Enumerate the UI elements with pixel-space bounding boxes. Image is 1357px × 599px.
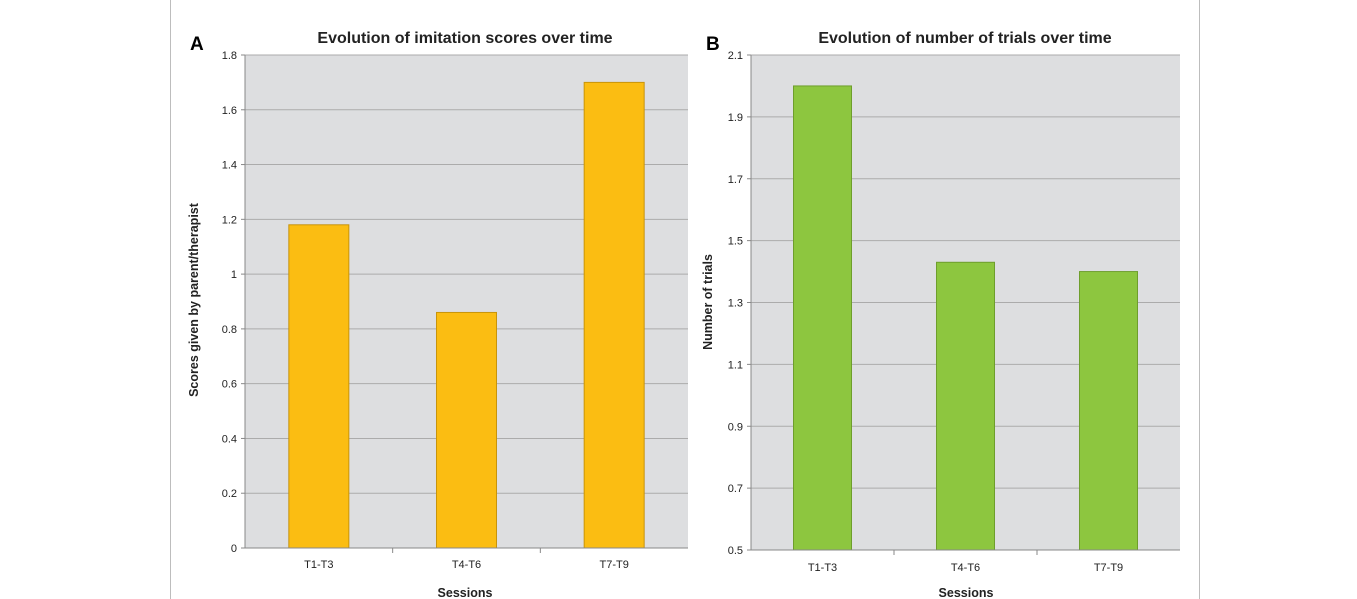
y-tick-label: 1.2 (222, 214, 237, 226)
chart-title-a: Evolution of imitation scores over time (317, 30, 612, 47)
x-tick-label: T7-T9 (599, 559, 628, 571)
y-tick-label: 1.7 (728, 174, 743, 186)
y-axis-label-a: Scores given by parent/therapist (187, 202, 201, 397)
y-tick-label: 1.4 (222, 160, 237, 172)
y-tick-label: 0.2 (222, 488, 237, 500)
bars-a (288, 81, 645, 549)
y-tick-label: 1.9 (728, 112, 743, 124)
y-tick-label: 0.9 (728, 421, 743, 433)
x-tick-labels-b: T1-T3 T4-T6 T7-T9 (808, 550, 1123, 574)
bar-t4-t6 (436, 311, 497, 549)
figure-frame (170, 0, 1200, 599)
y-tick-label: 0.6 (222, 379, 237, 391)
y-tick-labels-a: 0 0.2 0.4 0.6 0.8 1 1.2 1.4 1.6 1.8 (222, 50, 245, 555)
panel-label-a: A (190, 34, 204, 55)
bars-b (793, 85, 1138, 551)
x-tick-label: T1-T3 (808, 562, 837, 574)
y-tick-label: 0.7 (728, 483, 743, 495)
y-tick-label: 1 (231, 269, 237, 281)
y-tick-label: 1.5 (728, 236, 743, 248)
y-tick-labels-b: 0.5 0.7 0.9 1.1 1.3 1.5 1.7 1.9 2.1 (728, 50, 751, 557)
y-tick-label: 0 (231, 543, 237, 555)
y-tick-label: 0.8 (222, 324, 237, 336)
chart-title-b: Evolution of number of trials over time (818, 30, 1111, 47)
panel-label-b: B (706, 34, 720, 55)
y-tick-label: 1.1 (728, 359, 743, 371)
x-tick-labels-a: T1-T3 T4-T6 T7-T9 (304, 548, 629, 571)
bar-t1-t3 (288, 224, 350, 549)
y-tick-label: 1.6 (222, 105, 237, 117)
x-tick-label: T7-T9 (1094, 562, 1123, 574)
bar-t7-t9 (1079, 271, 1138, 551)
y-tick-label: 0.4 (222, 433, 237, 445)
chart-panel-b: B Evolution of number of trials over tim… (701, 30, 1180, 599)
bar-t4-t6 (936, 261, 995, 551)
x-tick-label: T4-T6 (951, 562, 980, 574)
chart-panel-a: A Evolution of imitation scores over tim… (187, 30, 688, 599)
x-axis-label-b: Sessions (939, 586, 994, 599)
bar-t7-t9 (583, 81, 645, 549)
x-axis-label-a: Sessions (438, 586, 493, 599)
y-tick-label: 1.3 (728, 298, 743, 310)
y-tick-label: 0.5 (728, 545, 743, 557)
y-axis-label-b: Number of trials (701, 254, 715, 350)
y-tick-label: 2.1 (728, 50, 743, 62)
bar-t1-t3 (793, 85, 852, 551)
x-tick-label: T4-T6 (452, 559, 481, 571)
x-tick-label: T1-T3 (304, 559, 333, 571)
y-tick-label: 1.8 (222, 50, 237, 62)
